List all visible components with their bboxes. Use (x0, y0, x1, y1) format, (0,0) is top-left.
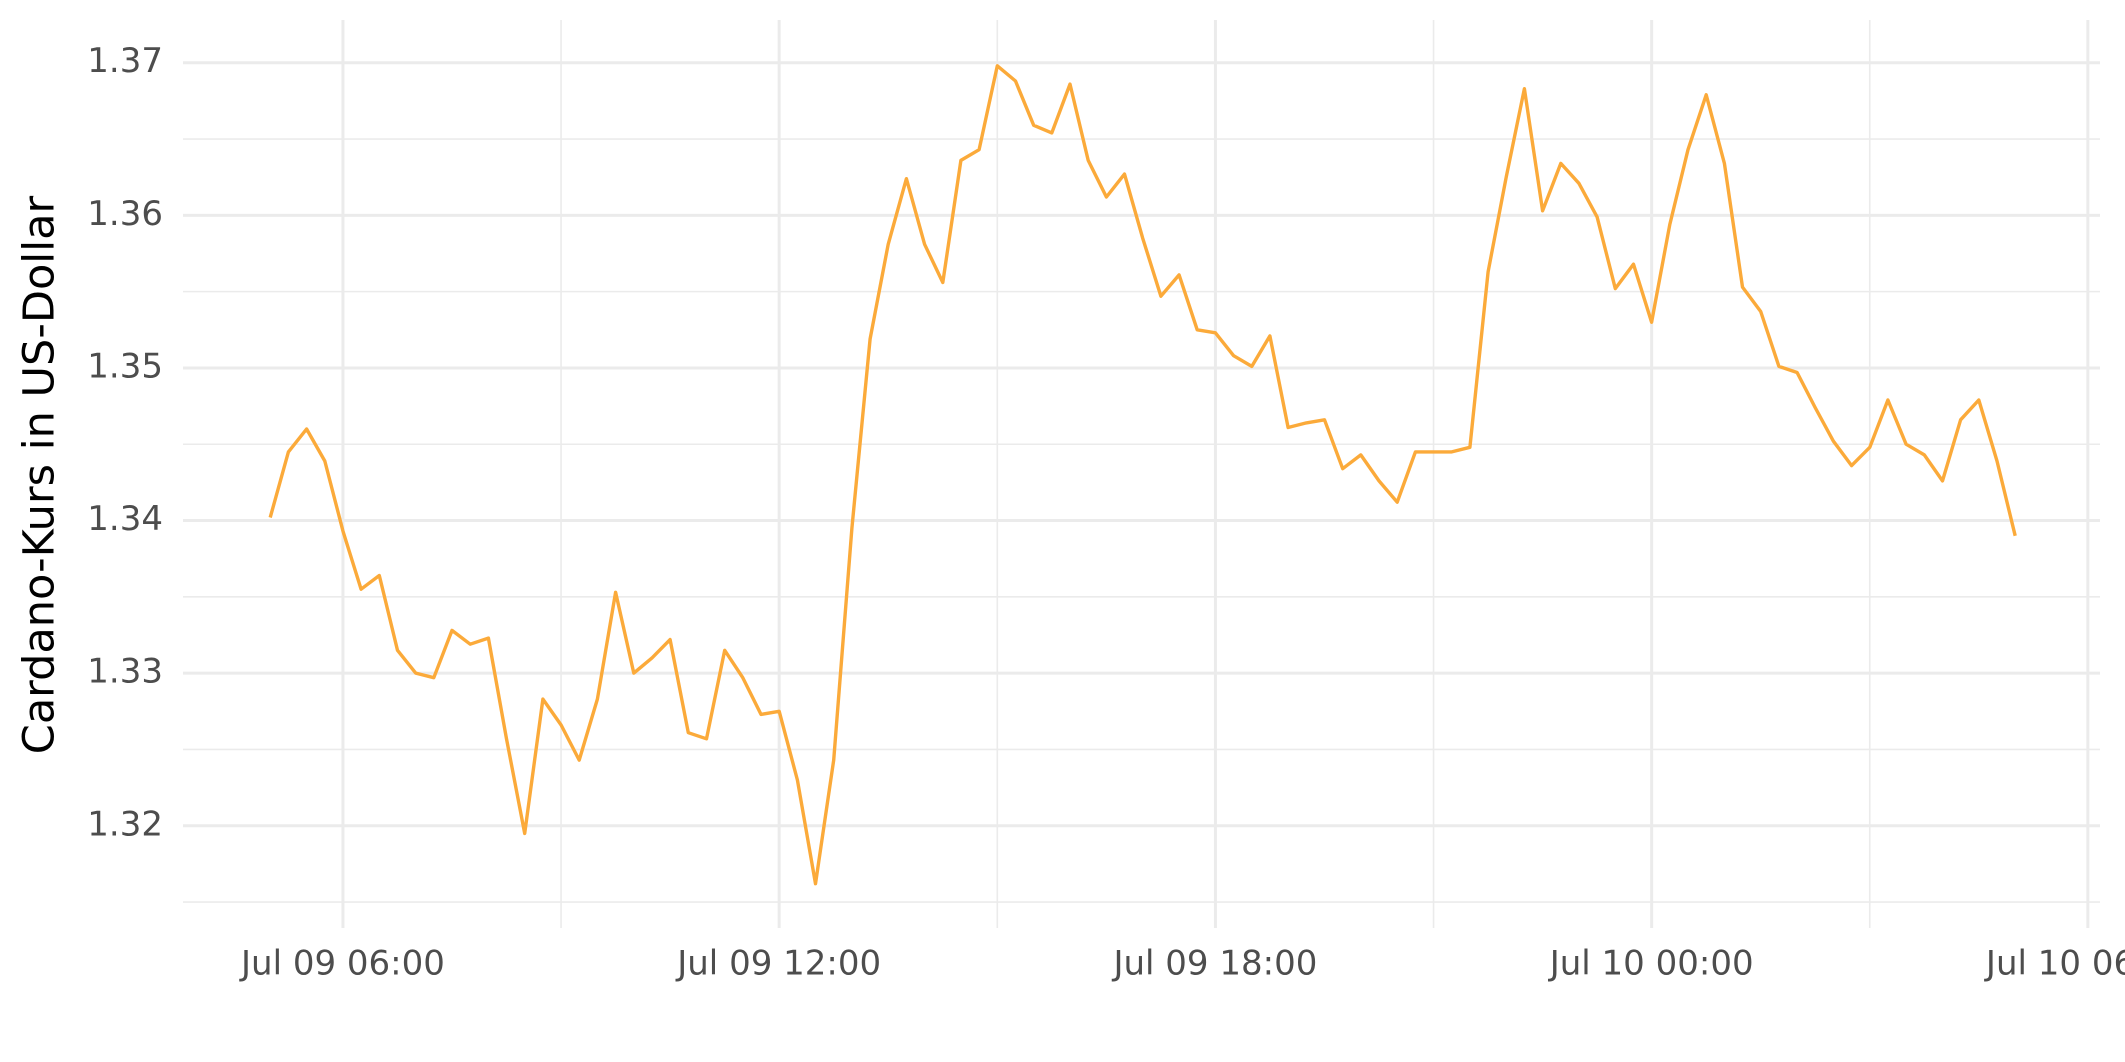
y-tick-label: 1.35 (87, 346, 163, 386)
y-tick-label: 1.37 (87, 41, 163, 81)
y-tick-label: 1.36 (87, 194, 163, 234)
y-axis-title: Cardano-Kurs in US-Dollar (15, 195, 65, 754)
x-tick-label: Jul 10 06:00 (1984, 944, 2125, 984)
x-tick-label: Jul 09 06:00 (239, 944, 445, 984)
y-tick-label: 1.32 (87, 804, 163, 844)
price-line (268, 64, 2017, 886)
x-tick-label: Jul 10 00:00 (1548, 944, 1754, 984)
x-tick-label: Jul 09 18:00 (1111, 944, 1317, 984)
y-tick-label: 1.34 (87, 499, 163, 539)
x-tick-label: Jul 09 12:00 (675, 944, 881, 984)
y-tick-label: 1.33 (87, 652, 163, 692)
